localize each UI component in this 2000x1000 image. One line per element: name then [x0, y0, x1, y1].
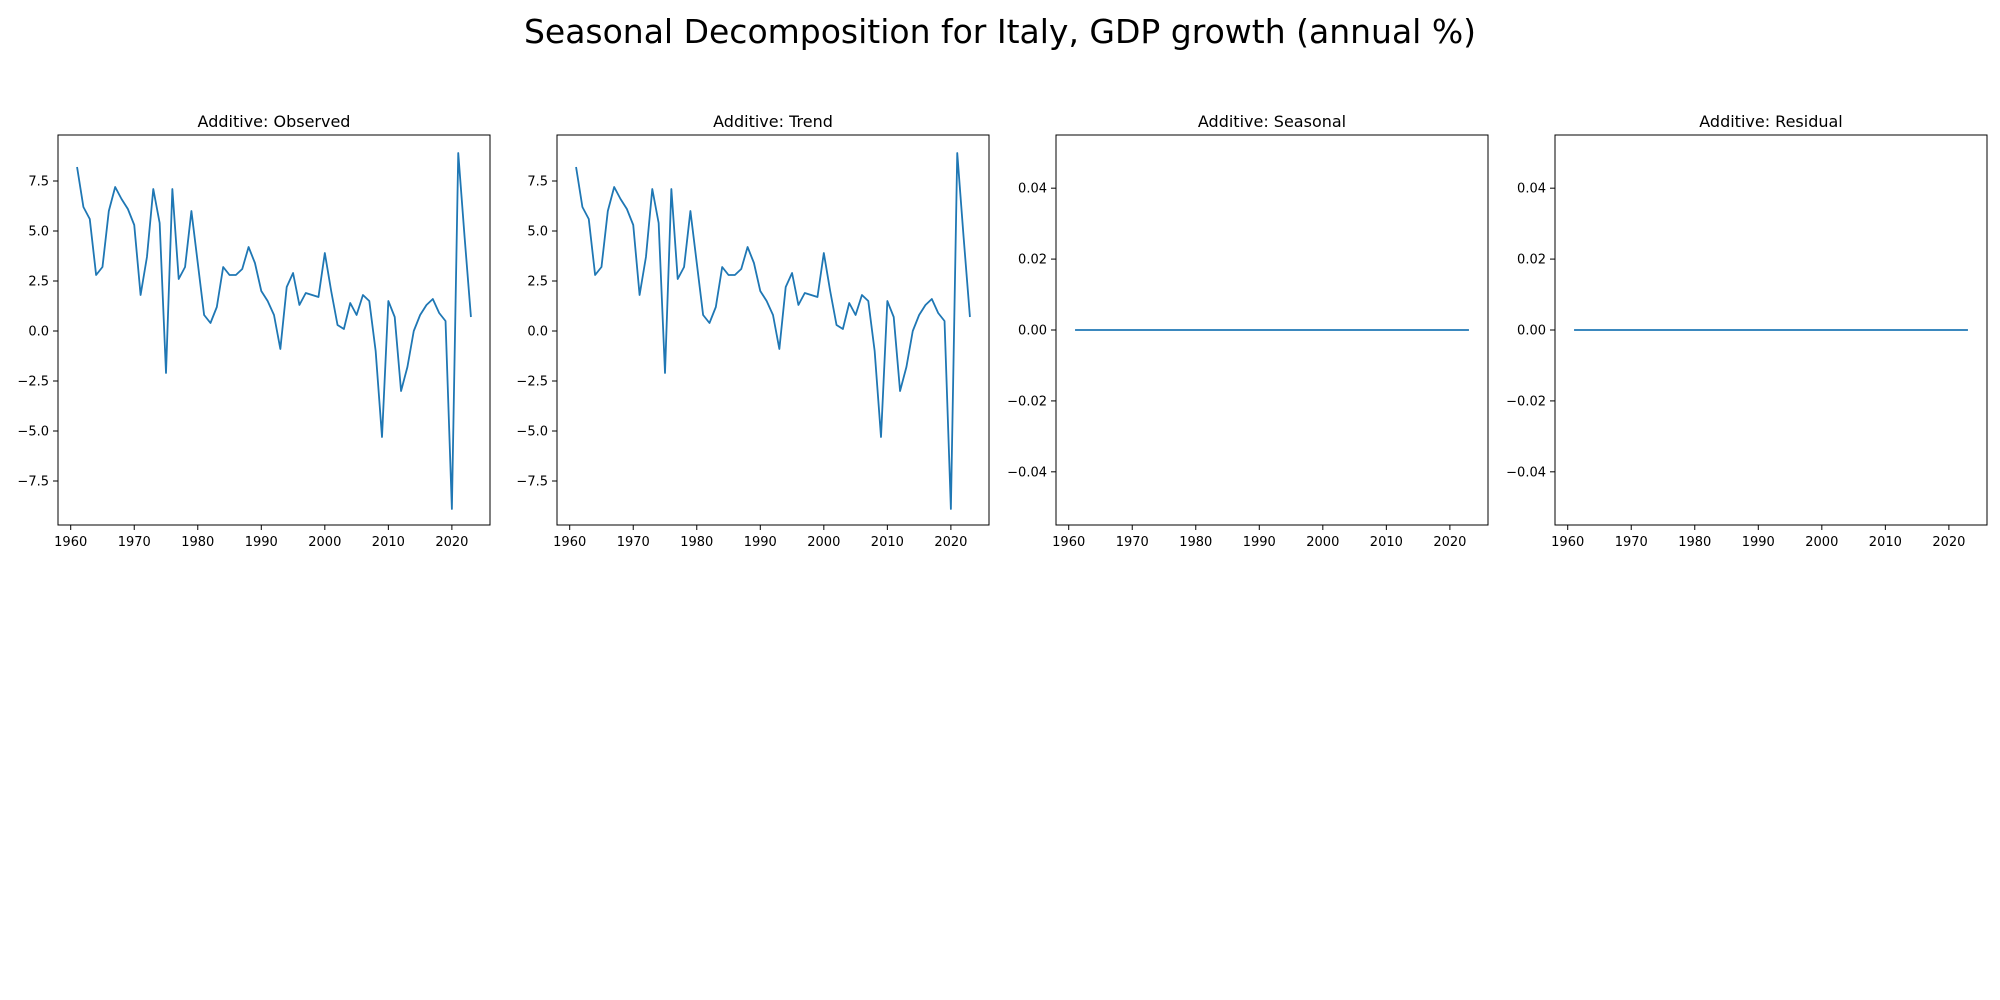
- seasonal-x-tick-label: 1990: [1243, 535, 1276, 550]
- observed-y-tick-label: −2.5: [17, 375, 49, 390]
- figure-title: Seasonal Decomposition for Italy, GDP gr…: [523, 12, 1477, 51]
- seasonal-y-tick-label: 0.02: [1018, 253, 1047, 268]
- observed-axes-frame: [57, 134, 491, 526]
- residual-x-tick-label: 2010: [1869, 535, 1902, 550]
- trend-x-tick-label: 1990: [744, 535, 777, 550]
- seasonal-x-tick-label: 2020: [1433, 535, 1466, 550]
- residual-y-tick-label: −0.02: [1506, 394, 1546, 409]
- residual-x-tick-label: 1970: [1615, 535, 1648, 550]
- seasonal-panel: Additive: Seasonal 1960 1970 1980 1990 2000 20…: [1007, 112, 1489, 550]
- residual-x-tick-label: 1990: [1742, 535, 1775, 550]
- residual-y-tick-label: 0.02: [1517, 253, 1546, 268]
- observed-x-tick-label: 1990: [245, 535, 278, 550]
- trend-x-tick-label: 2000: [807, 535, 840, 550]
- seasonal-panel-title: Additive: Seasonal: [1198, 112, 1346, 131]
- residual-panel-title: Additive: Residual: [1699, 112, 1843, 131]
- trend-panel: Additive: Trend 1960 1970 1980 1990 2000 2010 2…: [516, 112, 990, 550]
- residual-x-tick-label: 1960: [1551, 535, 1584, 550]
- seasonal-x-tick-label: 2000: [1306, 535, 1339, 550]
- observed-series-line: [76, 152, 472, 510]
- observed-x-tick-label: 2000: [308, 535, 341, 550]
- seasonal-x-tick-label: 1980: [1179, 535, 1212, 550]
- observed-x-tick-label: 1960: [54, 535, 87, 550]
- trend-x-tick-label: 1970: [617, 535, 650, 550]
- observed-y-tick-label: 7.5: [28, 175, 49, 190]
- observed-x-tick-label: 1970: [118, 535, 151, 550]
- trend-y-tick-label: 7.5: [527, 175, 548, 190]
- trend-y-tick-label: 5.0: [527, 225, 548, 240]
- seasonal-y-tick-label: 0.04: [1018, 182, 1047, 197]
- residual-panel: Additive: Residual 1960 1970 1980 1990 2000 20…: [1506, 112, 1988, 550]
- trend-y-tick-label: −2.5: [516, 375, 548, 390]
- seasonal-x-tick-label: 1960: [1052, 535, 1085, 550]
- observed-y-tick-label: 0.0: [28, 325, 49, 340]
- observed-x-tick-label: 2010: [372, 535, 405, 550]
- observed-y-tick-label: −5.0: [17, 425, 49, 440]
- observed-y-tick-label: 2.5: [28, 275, 49, 290]
- trend-x-tick-label: 2010: [871, 535, 904, 550]
- seasonal-y-tick-label: −0.02: [1007, 394, 1047, 409]
- observed-y-tick-label: 5.0: [28, 225, 49, 240]
- trend-x-tick-label: 1960: [553, 535, 586, 550]
- seasonal-x-tick-label: 1970: [1116, 535, 1149, 550]
- seasonal-y-tick-label: 0.00: [1018, 324, 1047, 339]
- trend-series-line: [575, 152, 971, 510]
- residual-x-tick-label: 2020: [1932, 535, 1965, 550]
- residual-x-tick-label: 2000: [1805, 535, 1838, 550]
- observed-x-tick-label: 1980: [181, 535, 214, 550]
- trend-y-tick-label: −7.5: [516, 475, 548, 490]
- observed-y-tick-label: −7.5: [17, 475, 49, 490]
- residual-y-tick-label: −0.04: [1506, 465, 1546, 480]
- trend-panel-title: Additive: Trend: [713, 112, 833, 131]
- residual-y-tick-label: 0.00: [1517, 324, 1546, 339]
- trend-y-tick-label: 2.5: [527, 275, 548, 290]
- trend-y-tick-label: −5.0: [516, 425, 548, 440]
- trend-x-tick-label: 1980: [680, 535, 713, 550]
- trend-axes-frame: [556, 134, 990, 526]
- trend-y-tick-label: 0.0: [527, 325, 548, 340]
- residual-x-tick-label: 1980: [1678, 535, 1711, 550]
- observed-panel: Additive: Observed 1960 1970 1980 1990 2000 20…: [17, 112, 491, 550]
- observed-panel-title: Additive: Observed: [198, 112, 351, 131]
- seasonal-x-tick-label: 2010: [1370, 535, 1403, 550]
- trend-x-tick-label: 2020: [934, 535, 967, 550]
- seasonal-y-tick-label: −0.04: [1007, 465, 1047, 480]
- residual-y-tick-label: 0.04: [1517, 182, 1546, 197]
- observed-x-tick-label: 2020: [435, 535, 468, 550]
